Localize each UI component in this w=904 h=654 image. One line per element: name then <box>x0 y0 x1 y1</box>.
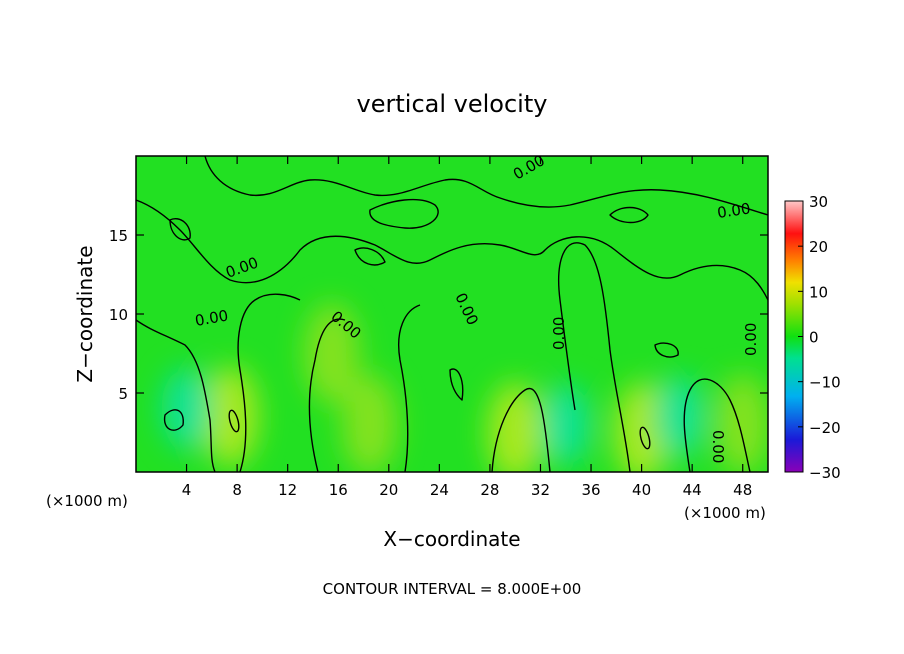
y-tick-label: 5 <box>118 385 128 403</box>
contour-line <box>609 206 649 224</box>
contour-line <box>558 242 631 472</box>
contour-line <box>169 218 191 241</box>
colorbar-tick-label: 30 <box>809 193 828 211</box>
contour-lines <box>136 156 768 472</box>
x-unit-label-left: (×1000 m) <box>46 492 128 510</box>
contour-label: 0.00 <box>716 199 752 221</box>
contour-line <box>639 426 651 450</box>
contour-line <box>354 247 386 266</box>
colorbar: 30 20 10 0 −10 −20 −30 <box>784 193 841 482</box>
chart-title: vertical velocity <box>357 90 548 118</box>
contour-line <box>228 409 240 433</box>
contour-line <box>308 318 346 472</box>
x-tick-label: 4 <box>182 481 192 499</box>
x-tick-label: 28 <box>480 481 499 499</box>
downdraft-region <box>540 383 592 466</box>
colorbar-tick-label: −20 <box>809 419 841 437</box>
x-tick-label: 20 <box>379 481 398 499</box>
contour-line <box>369 198 439 229</box>
y-tick-label: 10 <box>109 306 128 324</box>
x-axis-label: X−coordinate <box>383 527 520 551</box>
colorbar-tick-label: −10 <box>809 374 841 392</box>
contour-line <box>398 304 421 472</box>
x-unit-label-right: (×1000 m) <box>684 504 766 522</box>
x-tick-label: 12 <box>278 481 297 499</box>
contour-line <box>449 368 464 401</box>
colorbar-tick-label: 20 <box>809 238 828 256</box>
contour-line <box>136 319 216 472</box>
y-axis-label: Z−coordinate <box>73 245 97 382</box>
x-tick-label: 16 <box>329 481 348 499</box>
contour-line <box>163 409 184 431</box>
plot-area: 0.00 0.00 0.00 0.00 0.00 0.00 0.00 0.00 … <box>109 151 769 499</box>
updraft-core <box>714 374 768 472</box>
colorbar-ticks: 30 20 10 0 −10 −20 −30 <box>798 193 841 482</box>
updraft-core <box>342 374 398 472</box>
contour-label: 0.00 <box>550 317 568 350</box>
x-axis-ticks: 4 8 12 16 20 24 28 32 36 40 44 48 <box>182 156 752 499</box>
y-tick-label: 15 <box>109 227 128 245</box>
contour-label: 0.00 <box>742 323 760 356</box>
contour-label: 0.00 <box>194 306 230 330</box>
contour-line <box>136 199 768 301</box>
updraft-core <box>487 381 543 472</box>
contour-label: 0.00 <box>709 430 727 463</box>
x-tick-label: 36 <box>581 481 600 499</box>
colorbar-tick-label: 10 <box>809 283 828 301</box>
colorbar-tick-label: −30 <box>809 464 841 482</box>
x-tick-label: 8 <box>232 481 242 499</box>
contour-line <box>491 387 551 472</box>
x-tick-label: 44 <box>683 481 702 499</box>
downdraft-region <box>161 367 212 450</box>
downdraft-region <box>654 375 705 458</box>
contour-line <box>683 378 751 472</box>
y-axis-ticks: 5 10 15 <box>109 227 768 403</box>
contour-line <box>204 156 768 216</box>
x-tick-label: 48 <box>733 481 752 499</box>
x-tick-label: 40 <box>632 481 651 499</box>
contour-line <box>237 293 301 472</box>
x-tick-label: 32 <box>531 481 550 499</box>
contour-line <box>654 342 679 358</box>
updraft-core <box>304 302 360 405</box>
colorbar-tick-label: 0 <box>809 329 819 347</box>
contour-interval-note: CONTOUR INTERVAL = 8.000E+00 <box>323 580 582 598</box>
x-tick-label: 24 <box>430 481 449 499</box>
